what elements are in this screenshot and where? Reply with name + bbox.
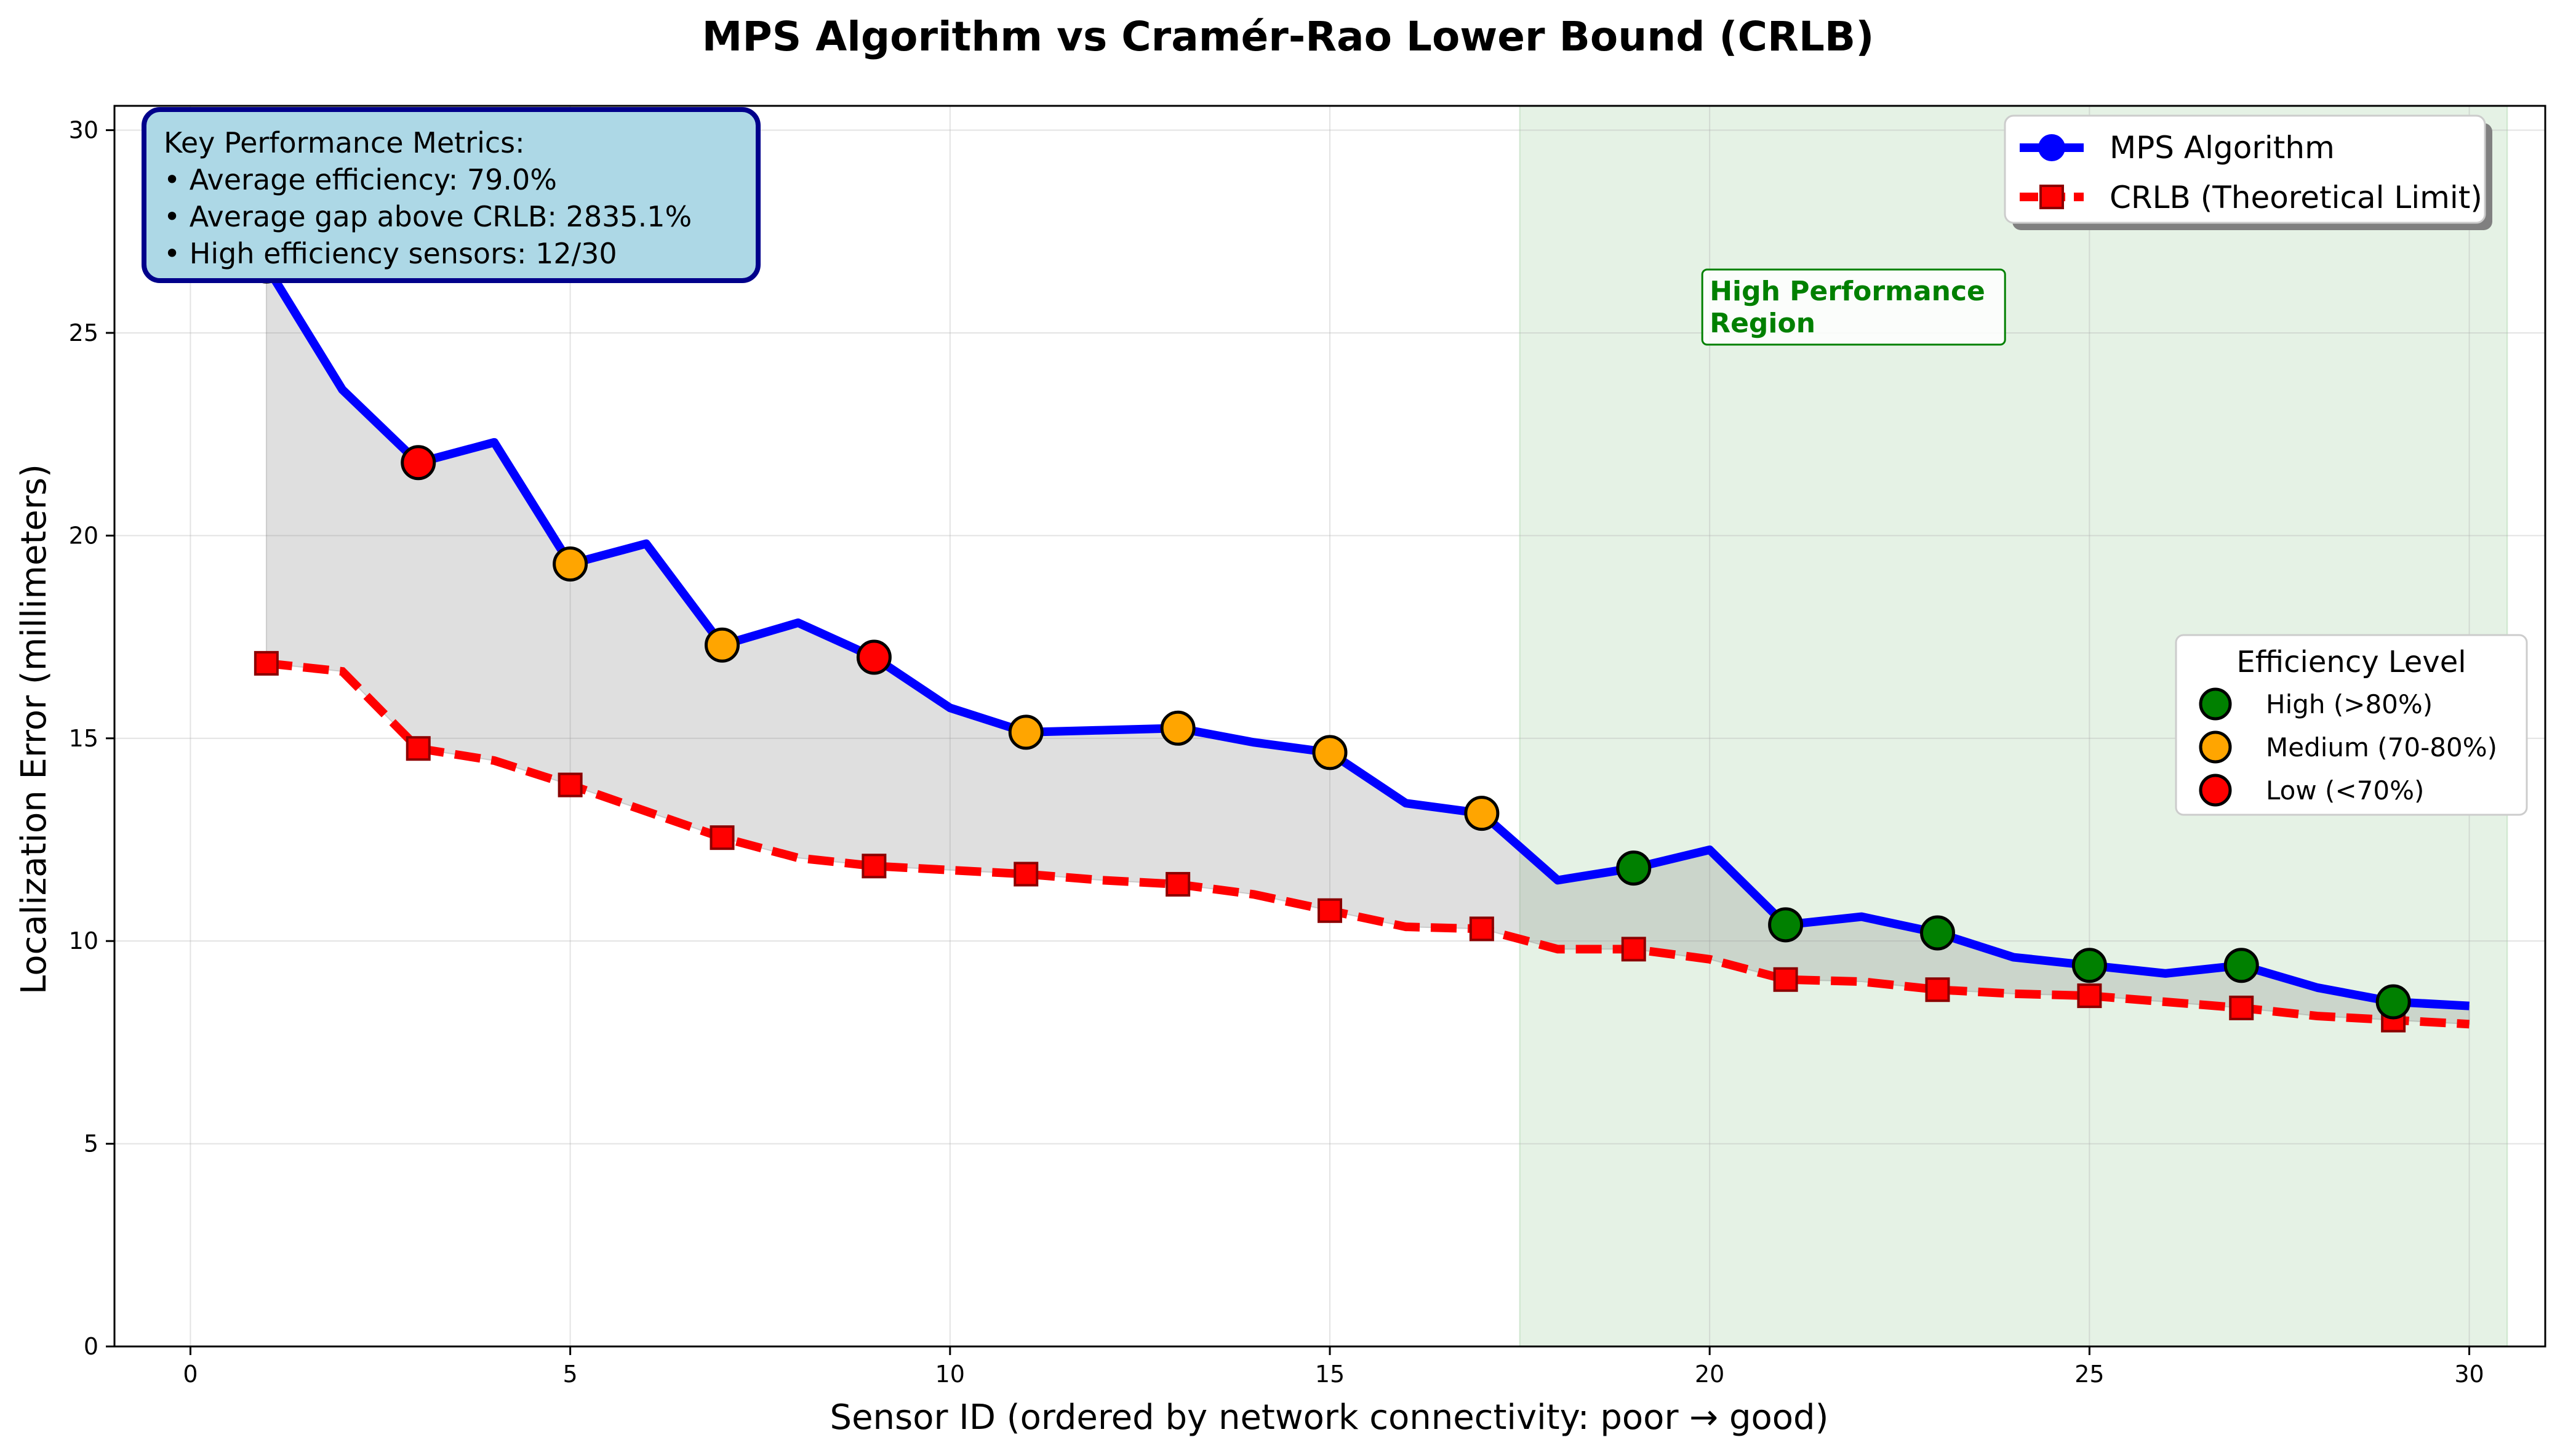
legend-swatch-crlb-marker [2039, 185, 2064, 209]
efficiency-legend-title: Efficiency Level [2236, 645, 2466, 679]
efficiency-marker-high [2071, 948, 2107, 983]
metrics-line: • High efficiency sensors: 12/30 [164, 237, 617, 270]
legend-label-crlb: CRLB (Theoretical Limit) [2110, 180, 2482, 215]
efficiency-marker-high [1920, 915, 1955, 951]
crlb-marker [2229, 995, 2254, 1020]
crlb-marker [406, 736, 431, 761]
crlb-marker [1621, 937, 1646, 962]
x-tick-label: 10 [935, 1361, 965, 1388]
region-label-line: Region [1710, 308, 1815, 339]
efficiency-marker-high [1768, 907, 1804, 943]
y-tick-label: 0 [84, 1333, 98, 1360]
crlb-marker [558, 772, 583, 798]
crlb-marker [1925, 977, 1950, 1002]
crlb-marker [710, 825, 735, 850]
efficiency-marker-low [401, 445, 436, 481]
efficiency-marker-low [856, 639, 892, 675]
region-label-line: High Performance [1710, 276, 1985, 307]
y-tick-label: 20 [69, 522, 98, 549]
x-tick-label: 30 [2454, 1361, 2484, 1388]
efficiency-marker-medium [1464, 796, 1500, 831]
efficiency-marker-medium [705, 627, 740, 663]
crlb-marker [1469, 916, 1494, 942]
legend-frame [2004, 114, 2486, 224]
y-tick-label: 15 [69, 725, 98, 752]
metrics-box [142, 107, 761, 283]
y-tick-label: 30 [69, 117, 98, 144]
x-axis-label: Sensor ID (ordered by network connectivi… [830, 1398, 1829, 1438]
y-tick-label: 5 [84, 1130, 98, 1158]
efficiency-marker-medium [1312, 735, 1348, 770]
crlb-marker [254, 650, 279, 676]
x-tick-label: 25 [2074, 1361, 2104, 1388]
efficiency-legend-label-medium: Medium (70-80%) [2266, 732, 2497, 762]
crlb-marker [2077, 983, 2102, 1009]
efficiency-legend-label-low: Low (<70%) [2266, 775, 2424, 806]
crlb-line [266, 658, 2470, 1029]
efficiency-marker-high [1616, 850, 1652, 886]
efficiency-legend-frame [2175, 634, 2528, 816]
metrics-line: Key Performance Metrics: [164, 126, 525, 159]
efficiency-legend-marker-high [2199, 687, 2232, 721]
plot-area: 0 5 10 15 20 25 30 0 5 10 15 20 25 30 High Performance… [69, 105, 2546, 1388]
efficiency-marker-medium [1008, 714, 1044, 750]
x-tick-label: 20 [1695, 1361, 1724, 1388]
region-label-box [1701, 268, 2006, 346]
x-tick-label: 0 [183, 1361, 198, 1388]
y-tick-label: 25 [69, 319, 98, 346]
metrics-line: • Average gap above CRLB: 2835.1% [164, 200, 692, 233]
crlb-marker [862, 854, 887, 879]
efficiency-marker-high [2223, 948, 2259, 983]
metrics-line: • Average efficiency: 79.0% [164, 163, 557, 196]
plot-background [114, 106, 2545, 1346]
efficiency-marker-medium [553, 546, 588, 582]
y-axis-label: Localization Error (millimeters) [14, 464, 54, 994]
crlb-marker [1318, 898, 1342, 923]
efficiency-legend-marker-low [2199, 774, 2232, 807]
crlb-marker [1166, 871, 1191, 897]
efficiency-marker-medium [1160, 710, 1196, 746]
efficiency-marker-high [2375, 984, 2411, 1020]
efficiency-legend-marker-medium [2199, 730, 2232, 764]
y-tick-label: 10 [69, 927, 98, 954]
main-legend: MPS Algorithm CRLB (Theoretical Limit) [2004, 114, 2492, 230]
crlb-marker [1014, 862, 1039, 887]
efficiency-legend: Efficiency Level High (>80%) Medium (70-80… [2175, 634, 2528, 816]
x-tick-label: 15 [1315, 1361, 1345, 1388]
legend-swatch-mps-marker [2038, 134, 2065, 161]
efficiency-legend-label-high: High (>80%) [2266, 689, 2433, 719]
crlb-marker [1773, 967, 1798, 992]
x-tick-label: 5 [563, 1361, 578, 1388]
chart-title: MPS Algorithm vs Cramér-Rao Lower Bound … [702, 13, 1874, 60]
legend-label-mps: MPS Algorithm [2110, 130, 2335, 166]
